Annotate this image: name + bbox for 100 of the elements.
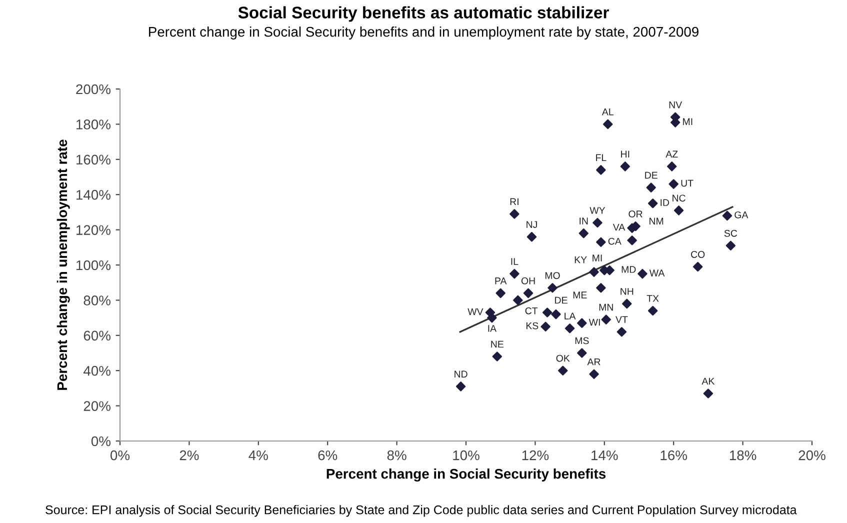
annotation: WV [468,308,484,316]
x-tick-label: 12% [522,450,549,460]
annotation: WA [649,270,665,276]
annotation: NV [669,102,682,108]
annotation: TX [646,295,659,302]
annotation: VT [616,316,628,323]
annotation: MS [575,337,589,344]
y-tick-label: 100% [76,260,110,270]
annotation: CA [608,238,622,245]
point [513,295,523,306]
annotation: CT [525,307,538,314]
annotation: IL [511,258,518,265]
annotation: NJ [526,221,537,228]
point [589,369,599,379]
x-tick-label: 4% [248,450,268,460]
point [456,382,466,392]
x-tick-label: 0% [110,450,130,460]
annotation: RI [510,198,518,205]
x-tick-label: 14% [592,450,618,460]
chart-title: Social Security benefits as automatic stabilizer [238,6,609,22]
annotation: MI [592,254,602,262]
point [548,283,558,293]
y-tick-label: 0% [91,436,110,446]
point [674,206,684,216]
point [646,182,656,192]
point [540,322,550,332]
x-tick-label: 8% [387,450,406,460]
annotation: OK [556,354,570,362]
annotation: LA [564,312,576,320]
point [487,312,497,323]
point [667,162,677,172]
annotation: NC [672,194,686,202]
y-tick-label: 180% [76,120,110,130]
x-tick-label: 16% [660,450,688,460]
annotation: NH [620,288,634,295]
point [703,388,714,398]
point [577,348,587,358]
annotation: GA [734,211,748,218]
chart-subtitle: Percent change in Social Security benefits and in unemployment rate by state, 2007-2009 [149,26,698,40]
annotation: DE [645,172,658,179]
point [523,288,534,298]
point [726,240,736,250]
x-tick-label: 20% [798,450,826,460]
y-tick-label: 140% [76,190,110,200]
point [492,352,502,362]
annotation: UT [681,180,694,187]
annotation: MN [599,304,613,311]
point [603,119,613,130]
source-note: Source: EPI analysis of Social Security Beneficiaries by State and Zip Code public data series and Current Population Survey microdata [46,505,797,517]
annotation: IN [580,218,588,224]
annotation: PA [495,278,507,284]
point [558,366,568,376]
point [577,318,587,328]
annotation: DE [555,296,568,304]
annotation: SC [724,230,738,237]
point [627,236,637,246]
point [692,262,703,272]
point [578,228,588,238]
x-tick-label: 10% [453,450,480,460]
annotation: KS [526,322,538,330]
y-tick-label: 80% [84,296,110,306]
annotation: WI [588,318,600,326]
annotation: CO [691,251,705,258]
x-tick-label: 18% [730,450,756,460]
point [542,308,552,318]
point [510,209,520,219]
annotation: AR [587,358,600,366]
point [616,327,627,337]
point [648,198,658,208]
y-tick-label: 160% [76,154,110,165]
annotation: AL [602,108,614,116]
point [564,324,575,334]
annotation: MO [545,272,560,280]
annotation: IA [488,325,497,332]
annotation: OH [521,277,535,284]
point [622,298,632,309]
annotation: ME [573,292,587,298]
point [592,218,602,228]
point [668,179,678,189]
annotation: NM [650,218,664,224]
point [551,309,561,320]
annotation: OR [628,210,642,218]
point [620,162,630,172]
point [596,283,606,293]
y-axis-title: Percent change in unemployment rate [56,140,70,390]
point [496,288,506,298]
y-tick-label: 200% [76,84,110,94]
annotation: MD [622,266,636,273]
point [722,210,732,221]
point [601,314,611,324]
annotation: WY [590,207,606,214]
annotation: HI [621,150,630,158]
point [638,268,648,279]
point [596,165,606,175]
y-tick-label: 60% [84,330,110,341]
point [648,306,658,316]
x-axis-title: Percent change in Social Security benefits [326,468,606,482]
x-tick-label: 2% [180,450,199,460]
y-tick-label: 120% [76,225,110,235]
annotation: AZ [666,150,678,158]
